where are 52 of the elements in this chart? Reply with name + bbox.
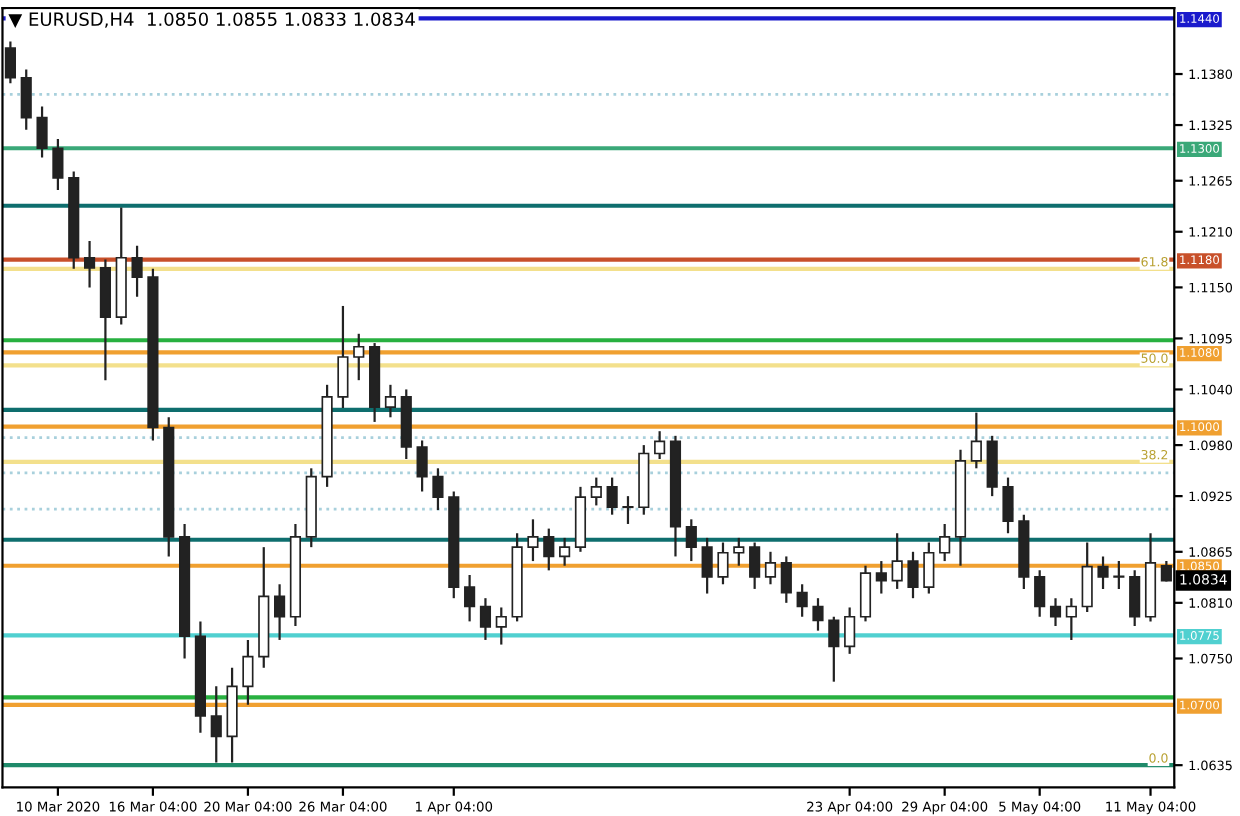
candlestick	[986, 434, 998, 498]
candlestick	[83, 239, 96, 289]
candlestick	[970, 411, 982, 470]
candlestick	[337, 304, 349, 410]
candlestick	[1049, 597, 1062, 628]
candlestick	[479, 597, 492, 642]
candlestick	[527, 518, 539, 563]
candlestick	[20, 68, 32, 131]
candlestick	[780, 555, 792, 604]
candlestick	[1065, 597, 1077, 642]
candlestick	[1129, 569, 1141, 628]
candlestick	[416, 439, 428, 493]
candlestick	[828, 615, 840, 683]
candlestick	[4, 40, 16, 85]
candlestick	[36, 105, 48, 159]
candlestick	[590, 476, 602, 507]
candlestick	[891, 532, 903, 591]
candlestick	[464, 573, 476, 623]
candlestick	[384, 383, 397, 419]
chart-title: ▼ EURUSD,H4 1.0850 1.0855 1.0833 1.0834	[8, 12, 415, 28]
candlestick	[274, 583, 286, 642]
candlestick	[923, 541, 935, 595]
candlestick	[1097, 555, 1109, 591]
candlestick	[844, 606, 856, 655]
candlestick	[210, 685, 222, 764]
candlestick	[654, 430, 666, 461]
candlestick	[52, 137, 64, 192]
candlestick	[432, 467, 444, 512]
candlestick	[717, 541, 729, 586]
candlestick	[796, 583, 808, 618]
candlestick	[733, 536, 745, 567]
candlestick	[1081, 541, 1093, 614]
candlestick	[242, 638, 254, 706]
candlestick	[859, 564, 872, 623]
candlestick	[1034, 569, 1046, 618]
candlestick	[939, 522, 951, 563]
candlestick	[764, 550, 777, 586]
candlestick	[622, 495, 634, 526]
candlestick	[606, 476, 618, 516]
candlestick	[1113, 559, 1125, 591]
candlestick	[812, 597, 824, 632]
candlestick	[495, 606, 507, 646]
candlestick	[875, 559, 887, 595]
candlestick	[543, 527, 555, 572]
candlestick	[749, 541, 761, 591]
candlestick	[1002, 476, 1014, 535]
candlestick	[131, 244, 143, 298]
candlestick	[353, 332, 365, 382]
candlestick	[685, 518, 697, 563]
candlestick	[559, 536, 571, 567]
candlestick	[907, 550, 919, 600]
candlestick	[701, 536, 713, 595]
